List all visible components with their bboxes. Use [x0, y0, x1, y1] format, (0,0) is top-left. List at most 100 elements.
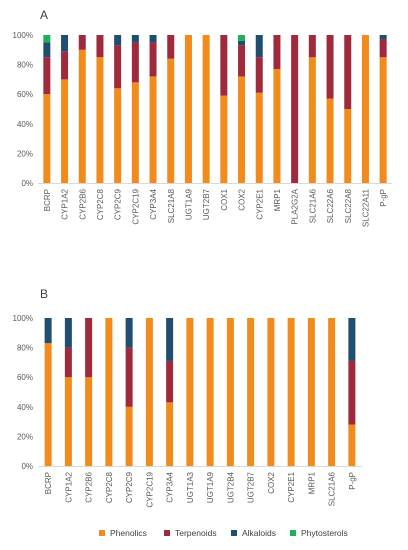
y-tick-label: 60%: [17, 90, 33, 99]
y-tick-label: 20%: [17, 149, 33, 158]
bar-segment-cyp3a4-terpenoids: [166, 360, 174, 403]
bar-segment-cyp2c9-phenolics: [114, 88, 122, 183]
x-tick-label: P-gP: [348, 472, 357, 490]
chart-panel-b: B 0% 20% 40% 60% 80% 100% BCRP CYP1A2 CYP2B6 CYP2C…: [13, 287, 362, 508]
bar-segment-bcrp-phenolics: [44, 343, 52, 466]
y-tick-label: 0%: [21, 179, 33, 188]
bar-segment-slc21a6-phenolics: [308, 57, 316, 184]
bar-segment-cyp2c8-phenolics: [96, 57, 104, 184]
bar-segment-bcrp-terpenoids: [43, 57, 51, 95]
bar-segment-mrp1-phenolics: [273, 69, 281, 183]
bar-segment-p-gp-phenolics: [348, 424, 356, 466]
legend-label-alkaloids: Alkaloids: [242, 528, 276, 538]
bar-segment-ugt1a3-phenolics: [186, 318, 194, 466]
panel-label: B: [40, 287, 48, 301]
y-tick-label: 20%: [17, 432, 33, 441]
x-tick-label: UGT1A9: [184, 188, 193, 220]
bar-segment-pla2g2a-terpenoids: [291, 35, 299, 183]
y-tick-label: 60%: [17, 373, 33, 382]
x-tick-label: CYP2B6: [78, 188, 87, 219]
bar-segment-mrp1-terpenoids: [273, 35, 281, 70]
legend-label-phytosterols: Phytosterols: [301, 528, 348, 538]
bar-segment-bcrp-alkaloids: [44, 318, 52, 344]
bar-segment-cyp2e1-terpenoids: [255, 57, 263, 93]
x-tick-label: CYP2C9: [114, 188, 123, 220]
x-tick-label: CYP2C8: [96, 188, 105, 220]
x-tick-label: UGT2B4: [226, 471, 235, 503]
x-tick-label: CYP1A2: [64, 471, 73, 502]
bar-segment-slc21a6-phenolics: [328, 318, 336, 466]
bar-segment-bcrp-phenolics: [43, 94, 51, 183]
bar-segment-cox2-phytosterols: [238, 35, 246, 41]
y-tick-label: 80%: [17, 344, 33, 353]
bar-segment-cyp2c19-phenolics: [145, 318, 153, 466]
x-tick-label: CYP3A4: [149, 188, 158, 219]
x-tick-label: CYP2C8: [105, 471, 114, 503]
x-tick-label: PLA2G2A: [291, 188, 300, 224]
bar-segment-cyp2c19-phenolics: [131, 82, 139, 183]
bar-segment-ugt2b7-phenolics: [247, 318, 255, 466]
legend: Phenolics Terpenoids Alkaloids Phytosterols: [99, 528, 348, 538]
bar-segment-cyp2b6-terpenoids: [78, 35, 86, 50]
bar-segment-cox2-terpenoids: [238, 45, 246, 77]
bar-segment-slc22a11-phenolics: [361, 35, 369, 183]
bar-segment-cyp1a2-phenolics: [61, 79, 69, 183]
panel-label: A: [40, 8, 48, 22]
bar-segment-cyp2b6-phenolics: [78, 49, 86, 183]
x-tick-label: CYP2C19: [145, 471, 154, 507]
x-tick-label: UGT1A9: [206, 471, 215, 503]
bar-segment-cyp1a2-phenolics: [64, 377, 72, 466]
bar-segment-ugt1a9-phenolics: [184, 35, 192, 183]
legend-swatch-phenolics: [99, 530, 105, 536]
bar-segment-slc22a8-phenolics: [344, 109, 352, 183]
x-tick-label: COX1: [220, 188, 229, 210]
legend-label-terpenoids: Terpenoids: [175, 528, 217, 538]
bar-segment-ugt1a9-phenolics: [206, 318, 214, 466]
bar-segment-cyp2b6-terpenoids: [85, 318, 93, 378]
bar-segment-cyp2c19-terpenoids: [131, 42, 139, 83]
bar-segment-bcrp-alkaloids: [43, 42, 51, 58]
x-tick-label: CYP2E1: [255, 188, 264, 219]
bar-segment-ugt2b7-phenolics: [202, 35, 210, 183]
x-tick-label: CYP2E1: [287, 471, 296, 502]
x-tick-label: BCRP: [44, 472, 53, 494]
bar-segment-slc22a8-terpenoids: [344, 35, 352, 109]
y-tick-label: 100%: [13, 31, 33, 40]
x-tick-label: UGT2B7: [247, 471, 256, 503]
bar-segment-cyp1a2-alkaloids: [64, 318, 72, 348]
bar-segment-mrp1-phenolics: [307, 318, 315, 466]
legend-swatch-terpenoids: [164, 530, 170, 536]
bar-segment-cox1-terpenoids: [220, 35, 228, 96]
x-tick-label: MRP1: [307, 471, 316, 494]
bar-segment-cyp2e1-phenolics: [287, 318, 295, 466]
x-tick-label: SLC22A11: [361, 188, 370, 227]
bar-segment-cox2-phenolics: [267, 318, 275, 466]
bar-segment-cyp3a4-alkaloids: [166, 318, 174, 361]
bar-segment-slc21a6-terpenoids: [308, 35, 316, 58]
x-tick-label: P-gP: [379, 189, 388, 207]
bar-segment-cox1-phenolics: [220, 95, 228, 183]
bar-segment-cyp3a4-phenolics: [166, 402, 174, 466]
bar-segment-cyp2e1-alkaloids: [255, 35, 263, 58]
x-tick-label: COX2: [238, 188, 247, 210]
bar-segment-cyp1a2-alkaloids: [61, 35, 69, 52]
y-tick-label: 100%: [13, 314, 33, 323]
x-tick-label: SLC22A8: [344, 188, 353, 223]
bar-segment-cyp2c8-phenolics: [105, 318, 113, 466]
x-tick-label: MRP1: [273, 188, 282, 211]
bar-segment-cyp2b6-phenolics: [85, 377, 93, 466]
x-tick-label: SLC22A6: [326, 188, 335, 223]
x-tick-label: CYP1A2: [61, 188, 70, 219]
x-tick-label: CYP2C9: [125, 471, 134, 503]
x-tick-label: CYP3A4: [166, 471, 175, 502]
bar-segment-cyp2c19-alkaloids: [131, 35, 139, 43]
bar-segment-cyp3a4-phenolics: [149, 76, 157, 183]
x-tick-label: CYP2C19: [131, 188, 140, 224]
bar-segment-ugt2b4-phenolics: [226, 318, 234, 466]
x-tick-label: SLC21A6: [328, 471, 337, 506]
bar-segment-cyp2c8-terpenoids: [96, 35, 104, 58]
bar-segment-cyp2c9-terpenoids: [114, 45, 122, 89]
bar-segment-bcrp-phytosterols: [43, 35, 51, 43]
x-tick-label: SLC21A8: [167, 188, 176, 223]
